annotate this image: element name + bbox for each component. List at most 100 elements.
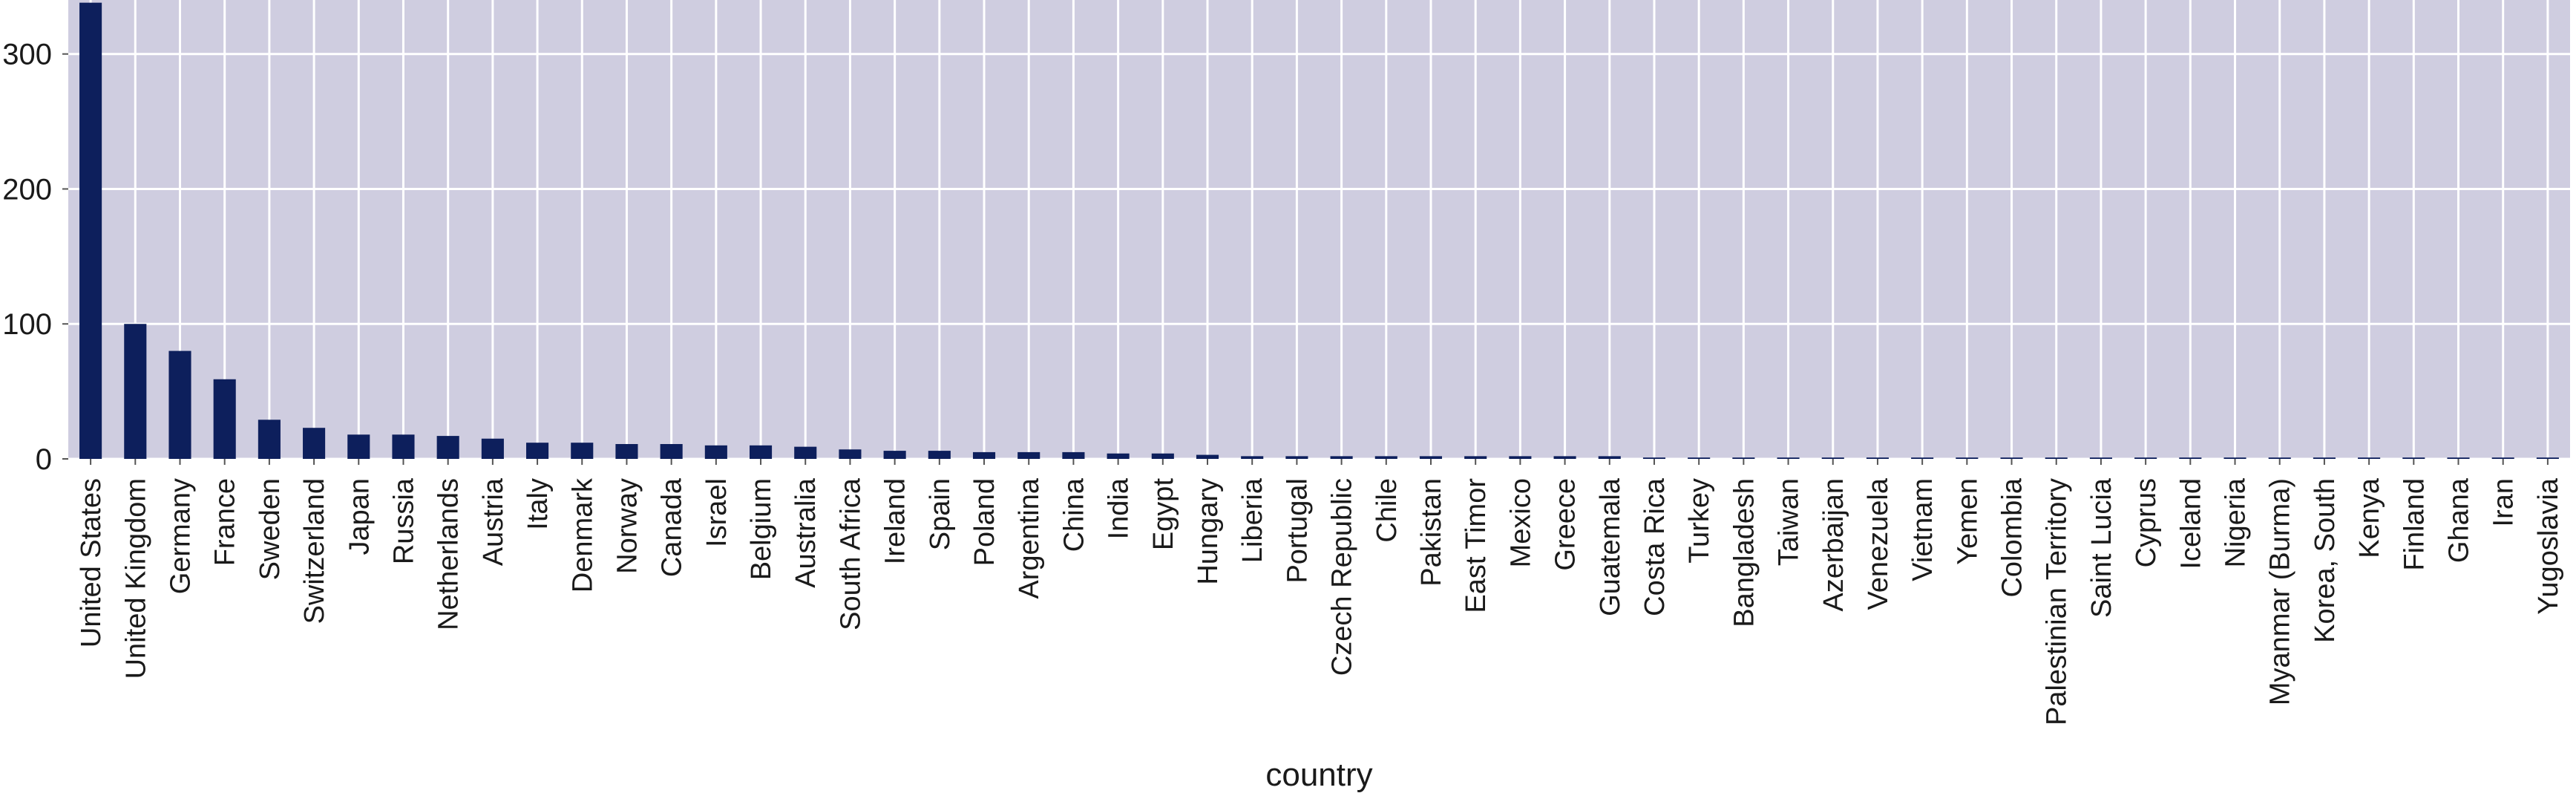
- x-tick-label: Belgium: [746, 478, 777, 580]
- bar: [972, 451, 996, 459]
- bar: [392, 434, 415, 459]
- bar: [1509, 456, 1532, 459]
- x-tick-label: Portugal: [1282, 478, 1313, 584]
- bar: [2223, 457, 2246, 459]
- bar: [2045, 457, 2068, 459]
- x-tick-label: Japan: [344, 478, 375, 555]
- bar: [347, 434, 370, 459]
- bar: [1241, 456, 1264, 459]
- x-tick-label: Kenya: [2354, 477, 2385, 558]
- x-tick-label: Germany: [165, 478, 196, 594]
- x-tick-label: France: [210, 478, 241, 566]
- bar: [1285, 456, 1308, 459]
- y-tick-label: 200: [2, 173, 52, 206]
- bar: [168, 350, 191, 459]
- x-tick-label: South Africa: [835, 477, 866, 630]
- bar: [1642, 457, 1666, 459]
- bar: [526, 443, 549, 459]
- y-tick-label: 100: [2, 308, 52, 341]
- bar: [258, 420, 281, 459]
- x-tick-label: Sweden: [255, 478, 286, 580]
- bar: [2358, 457, 2381, 459]
- bar: [1419, 456, 1443, 459]
- x-tick-label: Iceland: [2175, 478, 2206, 570]
- x-tick-label: Palestinian Territory: [2042, 478, 2073, 725]
- bar: [124, 324, 147, 459]
- y-tick-label: 0: [36, 443, 52, 476]
- bar: [436, 436, 459, 459]
- bar: [303, 428, 326, 459]
- bar: [1732, 457, 1755, 459]
- bar: [1107, 453, 1130, 459]
- bar: [660, 444, 683, 459]
- x-tick-label: Austria: [478, 477, 509, 566]
- x-tick-label: Chile: [1371, 478, 1403, 543]
- x-tick-label: Netherlands: [433, 478, 465, 630]
- x-tick-label: Ghana: [2444, 477, 2475, 563]
- x-tick-label: Spain: [925, 478, 956, 550]
- bars: [79, 2, 2559, 459]
- bar: [1062, 451, 1085, 459]
- x-tick-label: Korea, South: [2310, 478, 2341, 643]
- x-tick-label: Denmark: [567, 477, 598, 593]
- bar: [1330, 456, 1353, 459]
- bar: [1777, 457, 1800, 459]
- x-tick-label: Yemen: [1952, 478, 1983, 565]
- x-tick-label: Switzerland: [299, 478, 330, 624]
- bar: [1196, 454, 1219, 459]
- bar: [2313, 457, 2336, 459]
- bar: [2402, 457, 2425, 459]
- x-tick-label: Taiwan: [1774, 478, 1805, 566]
- bar: [571, 443, 594, 459]
- bar: [2134, 457, 2157, 459]
- x-tick-label: Mexico: [1505, 478, 1536, 567]
- x-tick-label: Hungary: [1193, 478, 1224, 585]
- bar: [213, 379, 236, 459]
- x-tick-label: Bangladesh: [1728, 478, 1760, 627]
- x-tick-label: Vietnam: [1907, 478, 1938, 581]
- bar: [481, 438, 504, 459]
- bar: [1598, 456, 1621, 459]
- bar: [1151, 453, 1174, 459]
- bar: [2179, 457, 2202, 459]
- x-tick-label: Poland: [969, 478, 1000, 566]
- bar: [2447, 457, 2470, 459]
- bar: [1866, 457, 1890, 459]
- x-tick-label: United States: [76, 478, 107, 647]
- x-tick-label: Norway: [612, 478, 643, 574]
- x-tick-label: Azerbaijan: [1818, 478, 1849, 612]
- bar: [794, 446, 817, 459]
- x-tick-label: Cyprus: [2131, 478, 2162, 567]
- x-tick-label: Finland: [2399, 478, 2430, 571]
- x-tick-label: Colombia: [1997, 477, 2028, 597]
- x-tick-label: Canada: [657, 477, 688, 577]
- bar: [2000, 457, 2023, 459]
- x-tick-label: China: [1058, 477, 1089, 552]
- x-tick-label: Israel: [701, 478, 733, 547]
- x-tick-label: Greece: [1550, 478, 1582, 571]
- x-tick-label: Nigeria: [2221, 477, 2252, 567]
- x-tick-label: Myanmar (Burma): [2265, 478, 2296, 705]
- bar: [79, 2, 102, 459]
- bar: [1688, 457, 1711, 459]
- bar: [2268, 457, 2291, 459]
- bar: [839, 449, 862, 459]
- bar: [615, 444, 638, 459]
- bar: [928, 451, 951, 459]
- x-axis: United States United Kingdom Germany France…: [76, 459, 2564, 725]
- x-axis-label: country: [1265, 757, 1372, 793]
- x-tick-label: India: [1104, 477, 1135, 539]
- x-tick-label: Yugoslavia: [2533, 477, 2564, 615]
- x-tick-label: Saint Lucia: [2086, 477, 2117, 618]
- bar: [1956, 457, 1979, 459]
- x-tick-label: Australia: [790, 477, 822, 588]
- y-axis: 0 100 200 300: [2, 39, 68, 476]
- bar: [2089, 457, 2112, 459]
- x-tick-label: Czech Republic: [1327, 478, 1358, 676]
- x-tick-label: Venezuela: [1863, 477, 1894, 610]
- x-tick-label: Argentina: [1014, 477, 1045, 599]
- bar: [1017, 451, 1040, 459]
- x-tick-label: East Timor: [1461, 478, 1492, 613]
- bar: [2536, 457, 2559, 459]
